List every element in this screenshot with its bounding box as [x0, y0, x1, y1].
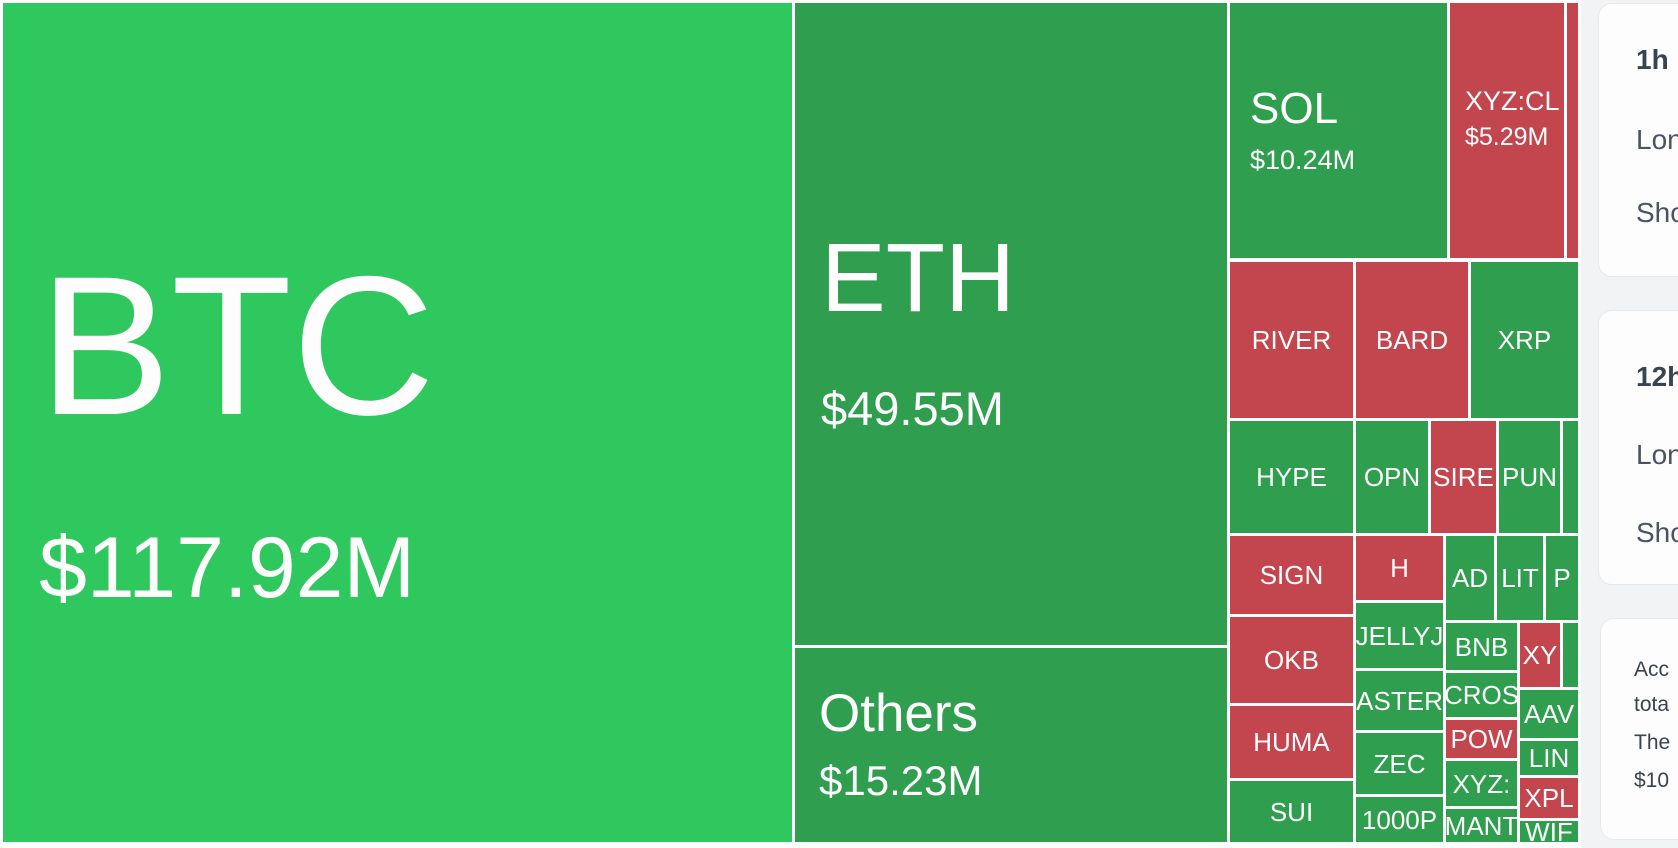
tile-symbol: LIT: [1501, 563, 1539, 593]
treemap-tile-mant[interactable]: MANT: [1446, 809, 1517, 842]
treemap-tile-huma[interactable]: HUMA: [1230, 706, 1353, 778]
card-title: 12h: [1636, 361, 1678, 392]
tile-symbol: RIVER: [1251, 325, 1332, 355]
treemap-tile-xyz-cl[interactable]: XYZ:CL $5.29M: [1450, 3, 1564, 258]
tile-value: $49.55M: [821, 382, 1004, 435]
card-text-line: tota: [1634, 693, 1670, 716]
tile-symbol: SIRE: [1433, 462, 1494, 492]
tile-symbol: AD: [1451, 563, 1489, 593]
treemap-tile-eth[interactable]: ETH $49.55M: [795, 3, 1227, 645]
treemap-tile-lit[interactable]: LIT: [1497, 536, 1543, 620]
card-text-line: $10: [1634, 769, 1670, 792]
treemap-tile-jellyj[interactable]: JELLYJ: [1356, 603, 1443, 668]
treemap-tile-bard[interactable]: BARD: [1356, 262, 1468, 418]
tile-symbol: HUMA: [1253, 727, 1330, 757]
tile-value: $15.23M: [819, 757, 983, 804]
treemap-tile-wif[interactable]: WIF: [1520, 821, 1578, 842]
tile-symbol: JELLYJ: [1356, 620, 1443, 651]
tile-symbol: P: [1553, 563, 1571, 593]
treemap-tile-sliver[interactable]: [1563, 421, 1578, 533]
card-text-line: Lon: [1636, 124, 1678, 155]
tile-symbol: BTC: [39, 235, 435, 456]
tile-symbol: SOL: [1250, 84, 1339, 133]
tile-symbol: SIGN: [1259, 560, 1324, 590]
treemap-tile-river[interactable]: RIVER: [1230, 262, 1353, 418]
card-title: 1h: [1636, 44, 1669, 75]
card-text-line: The: [1634, 731, 1671, 754]
treemap-tile-opn[interactable]: OPN: [1356, 421, 1428, 533]
tile-symbol: BNB: [1454, 631, 1509, 662]
tile-symbol: ASTER: [1356, 685, 1443, 716]
treemap-tile-1000p[interactable]: 1000P: [1356, 797, 1443, 842]
treemap-tile-sol[interactable]: SOL $10.24M: [1230, 3, 1447, 258]
treemap-tile-aav[interactable]: AAV: [1520, 690, 1578, 738]
summary-card-12h: 12h Lon Sho: [1598, 310, 1678, 585]
tile-symbol: SUI: [1269, 796, 1314, 827]
treemap-tile-sliver[interactable]: [1567, 3, 1578, 258]
tile-symbol: XY: [1522, 640, 1558, 670]
summary-card-1h: 1h Lon Sho: [1598, 3, 1678, 277]
tile-symbol: ETH: [821, 223, 1015, 332]
tile-symbol: POW: [1450, 724, 1513, 754]
summary-card-text: Acc tota The $10: [1600, 618, 1678, 840]
treemap-tile-sliver[interactable]: [1563, 623, 1578, 687]
treemap-tile-sire[interactable]: SIRE: [1431, 421, 1496, 533]
tile-symbol: BARD: [1375, 325, 1449, 355]
liquidation-treemap: BTC $117.92M ETH $49.55M Others $15.23M SOL $10…: [0, 0, 1581, 848]
treemap-tile-zec[interactable]: ZEC: [1356, 733, 1443, 794]
tile-value: $5.29M: [1465, 123, 1549, 151]
card-text-line: Sho: [1636, 517, 1678, 548]
tile-symbol: MANT: [1446, 810, 1517, 841]
treemap-tile-others[interactable]: Others $15.23M: [795, 648, 1227, 842]
treemap-tile-aster[interactable]: ASTER: [1356, 671, 1443, 730]
tile-symbol: OPN: [1363, 462, 1421, 492]
tile-value: $117.92M: [39, 520, 416, 616]
tile-symbol: AAV: [1523, 699, 1575, 729]
tile-symbol: XRP: [1497, 325, 1552, 355]
tile-symbol: LIN: [1528, 743, 1570, 773]
card-text-line: Sho: [1636, 197, 1678, 228]
treemap-tile-xrp[interactable]: XRP: [1471, 262, 1578, 418]
treemap-tile-hype[interactable]: HYPE: [1230, 421, 1353, 533]
tile-symbol: WIF: [1525, 821, 1573, 842]
tile-symbol: ZEC: [1373, 748, 1426, 779]
treemap-tile-btc[interactable]: BTC $117.92M: [3, 3, 792, 842]
tile-symbol: Others: [819, 684, 979, 743]
treemap-tile-xy[interactable]: XY: [1520, 623, 1560, 687]
treemap-tile-sign[interactable]: SIGN: [1230, 536, 1353, 614]
tile-symbol: OKB: [1264, 645, 1319, 675]
card-text-line: Acc: [1634, 658, 1670, 681]
treemap-tile-lin[interactable]: LIN: [1520, 741, 1578, 775]
tile-symbol: CROS: [1446, 680, 1517, 710]
treemap-tile-pun[interactable]: PUN: [1499, 421, 1560, 533]
tile-value: $10.24M: [1250, 145, 1356, 175]
treemap-tile-cros[interactable]: CROS: [1446, 673, 1517, 717]
treemap-tile-h[interactable]: H: [1356, 536, 1443, 600]
tile-symbol: XYZ:CL: [1465, 86, 1560, 116]
card-text-line: Lon: [1636, 439, 1678, 470]
treemap-tile-sui[interactable]: SUI: [1230, 781, 1353, 842]
tile-symbol: HYPE: [1256, 462, 1327, 492]
tile-symbol: PUN: [1502, 462, 1557, 492]
treemap-tile-okb[interactable]: OKB: [1230, 617, 1353, 703]
treemap-tile-xyz-[interactable]: XYZ:: [1446, 761, 1517, 806]
treemap-tile-xpl[interactable]: XPL: [1520, 778, 1578, 818]
tile-symbol: XPL: [1524, 783, 1574, 813]
treemap-tile-pow[interactable]: POW: [1446, 720, 1517, 758]
tile-symbol: XYZ:: [1452, 768, 1511, 799]
treemap-tile-p[interactable]: P: [1546, 536, 1578, 620]
tile-symbol: 1000P: [1361, 804, 1438, 835]
tile-symbol: H: [1390, 553, 1409, 583]
treemap-tile-bnb[interactable]: BNB: [1446, 623, 1517, 670]
treemap-tile-ad[interactable]: AD: [1446, 536, 1494, 620]
